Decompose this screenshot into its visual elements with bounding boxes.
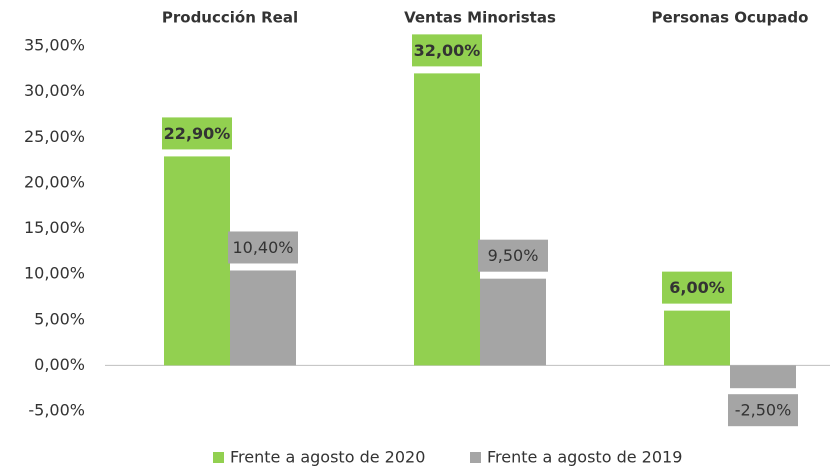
value-label: -2,50% [735, 401, 792, 420]
y-tick-label: 20,00% [24, 172, 85, 191]
legend-swatch [470, 452, 481, 463]
legend-label: Frente a agosto de 2020 [230, 448, 425, 467]
legend-swatch [213, 452, 224, 463]
value-label: 6,00% [669, 278, 725, 297]
value-label: 9,50% [488, 246, 539, 265]
bar [664, 310, 730, 366]
value-label: 22,90% [164, 124, 231, 143]
value-label-box [412, 34, 482, 67]
y-tick-label: 5,00% [34, 309, 85, 328]
value-label: 10,40% [232, 238, 293, 257]
value-label-box [662, 271, 732, 304]
y-tick-label: 10,00% [24, 264, 85, 283]
bar [230, 270, 296, 366]
value-label-box [728, 394, 798, 427]
legend-label: Frente a agosto de 2019 [487, 448, 682, 467]
value-label: 32,00% [414, 41, 481, 60]
y-tick-label: 15,00% [24, 218, 85, 237]
bar [164, 156, 230, 366]
y-tick-label: 0,00% [34, 355, 85, 374]
category-label: Producción Real [162, 9, 298, 27]
category-label: Ventas Minoristas [404, 9, 556, 27]
y-tick-label: -5,00% [28, 401, 85, 420]
bar [730, 365, 796, 389]
value-label-box [478, 239, 548, 272]
value-label-box [162, 117, 232, 150]
bar [480, 278, 546, 366]
y-tick-label: 30,00% [24, 81, 85, 100]
bar [414, 73, 480, 366]
category-label: Personas Ocupado [652, 9, 809, 27]
value-label-box [228, 231, 298, 264]
y-tick-label: 25,00% [24, 127, 85, 146]
y-tick-label: 35,00% [24, 36, 85, 55]
